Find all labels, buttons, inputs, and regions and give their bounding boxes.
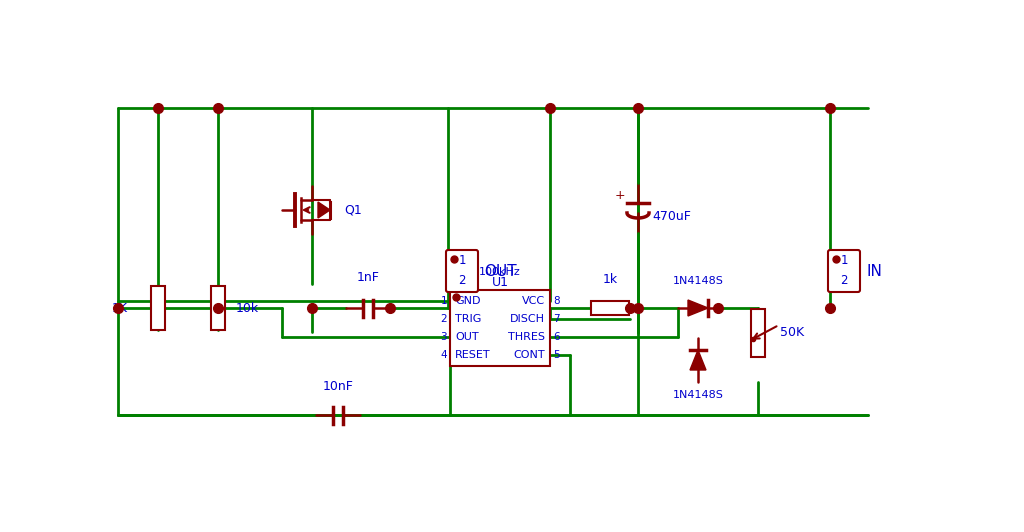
Text: 7: 7 xyxy=(553,314,560,324)
Text: 1K: 1K xyxy=(112,302,128,314)
Polygon shape xyxy=(690,350,706,370)
Text: 5: 5 xyxy=(553,350,560,360)
Text: 2: 2 xyxy=(459,275,466,287)
FancyBboxPatch shape xyxy=(828,250,860,292)
Text: 1nF: 1nF xyxy=(356,271,380,284)
Text: GND: GND xyxy=(455,296,480,306)
Bar xyxy=(151,286,165,330)
Text: 2: 2 xyxy=(841,275,848,287)
Text: 6: 6 xyxy=(553,332,560,342)
Polygon shape xyxy=(688,300,708,316)
Text: U1: U1 xyxy=(492,276,509,288)
Text: +: + xyxy=(614,189,626,202)
Text: 8: 8 xyxy=(553,296,560,306)
Text: 2: 2 xyxy=(440,314,447,324)
Text: 1: 1 xyxy=(440,296,447,306)
Text: DISCH: DISCH xyxy=(510,314,545,324)
Text: 100kHz: 100kHz xyxy=(479,267,521,277)
Text: 3: 3 xyxy=(440,332,447,342)
Text: 1N4148S: 1N4148S xyxy=(673,276,723,286)
Bar xyxy=(211,286,225,330)
FancyBboxPatch shape xyxy=(446,250,478,292)
Text: Q1: Q1 xyxy=(344,204,361,217)
Text: 470uF: 470uF xyxy=(652,210,691,222)
Text: RESET: RESET xyxy=(455,350,490,360)
Text: OUT: OUT xyxy=(484,263,517,278)
Polygon shape xyxy=(318,202,330,218)
Bar xyxy=(751,309,765,357)
Text: 10nF: 10nF xyxy=(323,380,353,393)
Text: CONT: CONT xyxy=(513,350,545,360)
Text: VCC: VCC xyxy=(522,296,545,306)
Text: OUT: OUT xyxy=(455,332,478,342)
Text: 1: 1 xyxy=(841,254,848,268)
Text: 4: 4 xyxy=(440,350,447,360)
Text: 10k: 10k xyxy=(236,302,259,314)
Text: THRES: THRES xyxy=(508,332,545,342)
Text: 1k: 1k xyxy=(602,273,617,286)
Bar xyxy=(591,301,629,315)
Text: 1N4148S: 1N4148S xyxy=(673,390,723,400)
Text: IN: IN xyxy=(866,263,882,278)
Text: 50K: 50K xyxy=(780,327,804,339)
Bar xyxy=(450,290,550,366)
Text: TRIG: TRIG xyxy=(455,314,481,324)
Text: 1: 1 xyxy=(459,254,466,268)
